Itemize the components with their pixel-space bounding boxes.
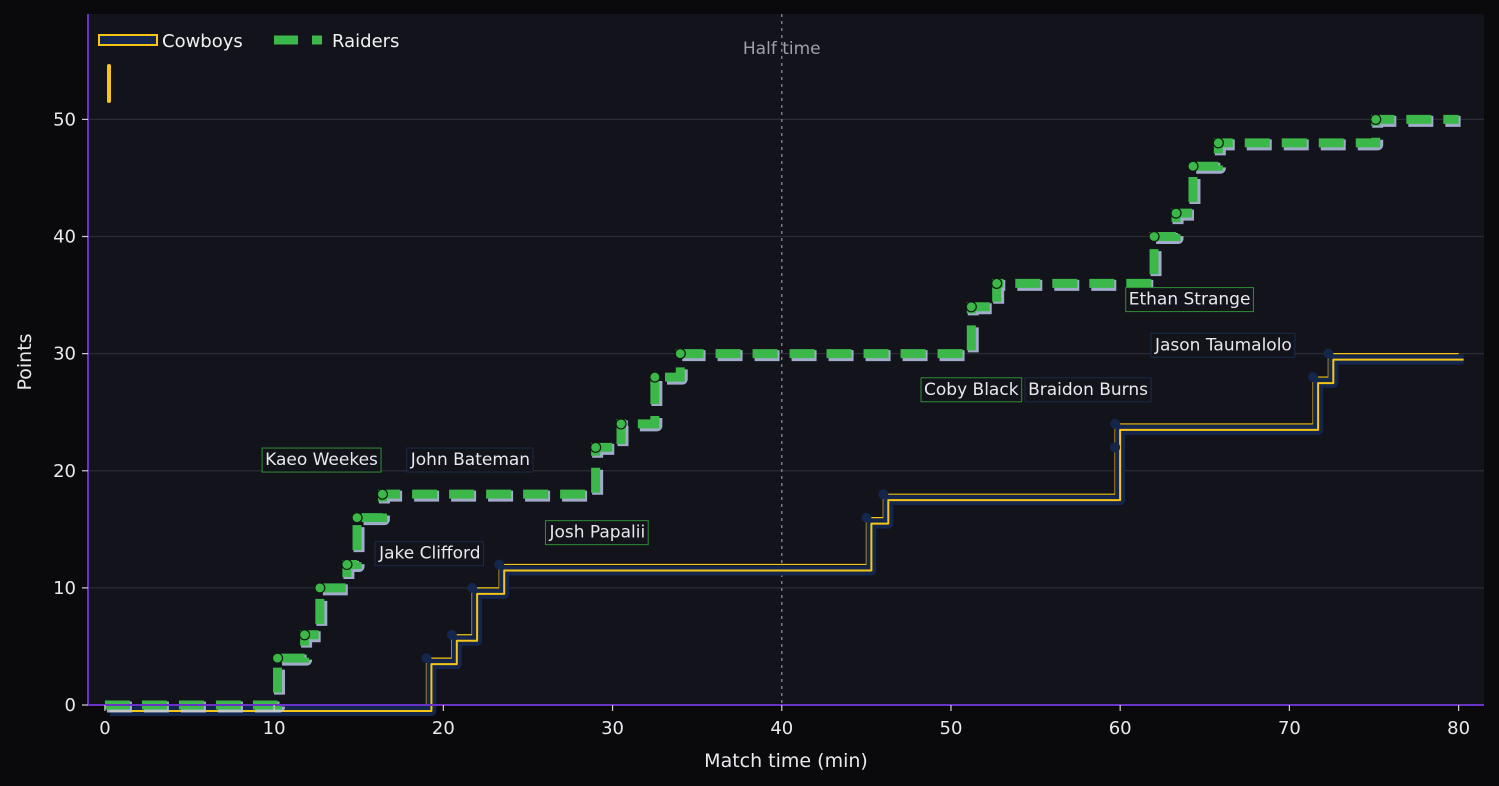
raiders-score-point-7 <box>590 441 602 453</box>
series-lines <box>104 113 1464 716</box>
x-tick-label-40: 40 <box>770 718 793 739</box>
y-tick-label-30: 30 <box>53 344 76 365</box>
x-tick-label-30: 30 <box>601 718 624 739</box>
scorer-label-text: John Bateman <box>410 450 530 470</box>
cowboys-score-point-2 <box>446 629 457 640</box>
scorer-label: Josh Papalii <box>544 520 649 546</box>
scorer-annotations: Kaeo Weekes John Bateman Jake Clifford Josh… <box>261 287 1296 567</box>
raiders-score-point-2 <box>298 629 311 641</box>
halftime-marker: Half time <box>743 14 821 705</box>
scorer-label: Jake Clifford <box>374 541 485 567</box>
legend-swatch-cowboys <box>98 34 158 46</box>
raiders-score-point-14 <box>1170 207 1182 219</box>
scorer-label: Jason Taumalolo <box>1150 332 1296 358</box>
raiders-score-point-5 <box>351 512 363 524</box>
series-raiders-line <box>104 114 1459 710</box>
x-tick-label-50: 50 <box>940 718 963 739</box>
y-tick-label-50: 50 <box>53 109 76 130</box>
cowboys-score-point-10 <box>1323 348 1334 359</box>
cowboys-score-point-6 <box>878 489 889 500</box>
x-tick-label-0: 0 <box>99 718 110 739</box>
series-cowboys-line <box>109 358 1464 712</box>
cowboys-score-point-5 <box>861 512 872 523</box>
x-tick-label-80: 80 <box>1447 718 1470 739</box>
scorer-label-box <box>920 377 1023 403</box>
raiders-score-point-9 <box>649 371 661 383</box>
y-tick-label-0: 0 <box>65 695 76 716</box>
halftime-label: Half time <box>743 39 821 59</box>
raiders-score-point-6 <box>376 488 389 500</box>
x-tick-label-70: 70 <box>1278 718 1301 739</box>
plot-area <box>88 14 1484 705</box>
x-tick-label-20: 20 <box>432 718 455 739</box>
scorer-label-text: Josh Papalii <box>548 523 645 543</box>
scorer-label-box <box>374 541 485 567</box>
cowboys-score-point-3 <box>467 582 478 593</box>
y-tick-label-20: 20 <box>53 461 76 482</box>
scorer-label-text: Kaeo Weekes <box>265 450 378 470</box>
y-tick-label-40: 40 <box>53 227 76 248</box>
scorer-label-box <box>544 520 649 546</box>
scorer-label: Kaeo Weekes <box>261 447 382 473</box>
cowboys-score-point-8 <box>1110 418 1121 429</box>
y-axis-label: Points <box>14 333 36 390</box>
scorer-label: Ethan Strange <box>1125 287 1254 313</box>
scorer-label: John Bateman <box>406 447 534 473</box>
scorer-label-text: Coby Black <box>924 380 1019 400</box>
raiders-score-point-13 <box>1148 230 1160 243</box>
raiders-score-point-1 <box>271 652 284 664</box>
scorer-label-box <box>406 447 534 473</box>
scorer-label-text: Braidon Burns <box>1028 380 1148 400</box>
raiders-score-point-17 <box>1370 113 1382 126</box>
scorer-label-text: Jason Taumalolo <box>1154 335 1292 355</box>
scorer-label-box <box>261 447 382 473</box>
scorer-label: Coby Black <box>920 377 1023 403</box>
cowboys-score-point-7 <box>1110 442 1121 453</box>
legend-label-cowboys: Cowboys <box>162 31 243 52</box>
raiders-score-point-16 <box>1212 137 1224 149</box>
ticks: 0 10 20 30 40 50 0 10 20 30 40 50 60 70 80 <box>53 109 1470 739</box>
scorer-label-box <box>1125 287 1254 313</box>
cowboys-score-point-9 <box>1308 372 1319 383</box>
raiders-score-point-3 <box>314 582 326 594</box>
scorer-label-box <box>1150 332 1296 358</box>
raiders-score-point-8 <box>615 418 627 430</box>
axes <box>87 14 1484 706</box>
scorer-label-text: Ethan Strange <box>1129 290 1251 310</box>
raiders-score-point-4 <box>341 558 353 571</box>
y-tick-label-10: 10 <box>53 578 76 599</box>
legend-label-raiders: Raiders <box>332 31 399 52</box>
cowboys-score-point-4 <box>494 559 505 570</box>
legend: Cowboys Raiders <box>98 31 399 103</box>
x-tick-label-60: 60 <box>1109 718 1132 739</box>
scorer-label: Braidon Burns <box>1024 377 1152 403</box>
cowboys-score-point-1 <box>421 653 432 664</box>
raiders-score-point-11 <box>965 301 977 313</box>
x-tick-label-10: 10 <box>263 718 286 739</box>
raiders-score-point-15 <box>1187 160 1199 172</box>
scorer-label-text: Jake Clifford <box>378 544 480 564</box>
scorer-label-box <box>1024 377 1152 403</box>
x-axis-label: Match time (min) <box>704 750 868 772</box>
raiders-score-point-12 <box>991 277 1003 289</box>
raiders-score-point-10 <box>674 348 686 360</box>
